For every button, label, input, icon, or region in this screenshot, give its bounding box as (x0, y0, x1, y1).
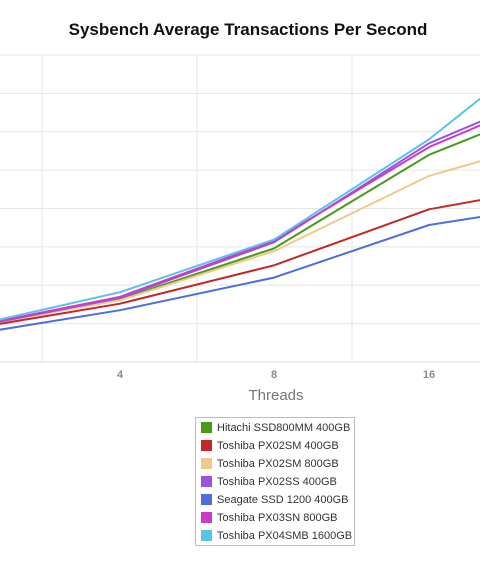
series-line-6 (0, 97, 480, 321)
x-axis-label: Threads (248, 387, 303, 404)
chart-title: Sysbench Average Transactions Per Second (69, 20, 428, 39)
series-line-4 (0, 215, 480, 331)
grid (0, 54, 480, 363)
legend-item-4: Seagate SSD 1200 400GB (217, 494, 348, 506)
legend-box (195, 417, 355, 546)
legend-swatch-4 (201, 494, 212, 505)
legend-swatch-2 (201, 458, 212, 469)
legend-item-5: Toshiba PX03SN 800GB (217, 512, 337, 524)
legend-item-0: Hitachi SSD800MM 400GB (217, 422, 350, 434)
legend-swatch-5 (201, 512, 212, 523)
series-line-1 (0, 199, 480, 325)
legend-swatch-0 (201, 422, 212, 433)
legend-swatch-3 (201, 476, 212, 487)
x-tick-labels: 4 8 16 (117, 369, 435, 381)
series-line-2 (0, 160, 480, 323)
legend-item-2: Toshiba PX02SM 800GB (217, 458, 339, 470)
legend[interactable]: Hitachi SSD800MM 400GB Toshiba PX02SM 400… (195, 417, 355, 546)
legend-item-6: Toshiba PX04SMB 1600GB (217, 530, 352, 542)
x-tick-label-1: 8 (271, 369, 277, 381)
series-lines (0, 97, 480, 331)
legend-item-3: Toshiba PX02SS 400GB (217, 476, 337, 488)
series-line-5 (0, 124, 480, 322)
legend-swatch-6 (201, 530, 212, 541)
series-line-3 (0, 120, 480, 323)
legend-swatch-1 (201, 440, 212, 451)
x-tick-label-0: 4 (117, 369, 124, 381)
x-tick-label-2: 16 (423, 369, 435, 381)
legend-item-1: Toshiba PX02SM 400GB (217, 440, 339, 452)
